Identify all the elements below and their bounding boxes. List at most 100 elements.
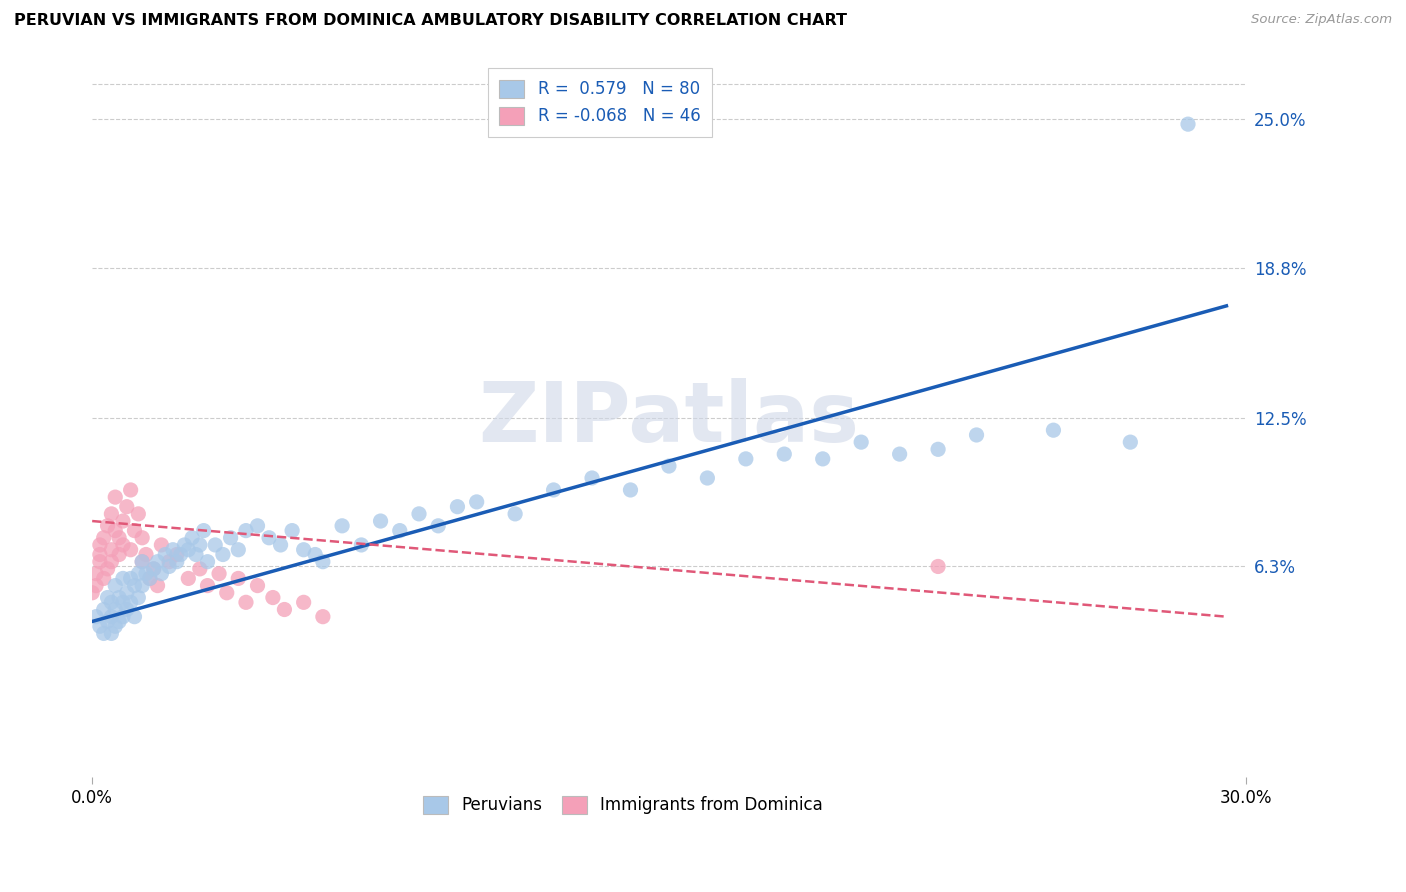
Point [108, 591, 131, 605]
Point [184, 548, 207, 562]
Point [446, 500, 468, 514]
Point [96, 562, 118, 576]
Point [312, 555, 335, 569]
Point [197, 578, 219, 592]
Point [124, 609, 146, 624]
Point [131, 578, 153, 592]
Point [111, 514, 134, 528]
Point [131, 555, 153, 569]
Point [146, 578, 169, 592]
Point [142, 562, 165, 576]
Text: Source: ZipAtlas.com: Source: ZipAtlas.com [1251, 13, 1392, 27]
Point [388, 524, 411, 538]
Point [226, 571, 249, 585]
Point [89, 538, 111, 552]
Point [851, 435, 873, 450]
Point [292, 542, 315, 557]
Point [262, 591, 284, 605]
Point [131, 555, 153, 569]
Point [135, 548, 157, 562]
Point [162, 542, 184, 557]
Point [157, 555, 180, 569]
Point [111, 595, 134, 609]
Point [93, 531, 115, 545]
Point [84, 609, 107, 624]
Point [115, 500, 138, 514]
Point [100, 595, 122, 609]
Point [581, 471, 603, 485]
Point [108, 615, 131, 629]
Point [120, 483, 142, 497]
Point [208, 566, 231, 581]
Point [408, 507, 430, 521]
Point [281, 524, 304, 538]
Point [127, 566, 149, 581]
Point [773, 447, 796, 461]
Point [131, 531, 153, 545]
Point [966, 428, 988, 442]
Point [177, 542, 200, 557]
Point [226, 542, 249, 557]
Point [543, 483, 565, 497]
Point [127, 591, 149, 605]
Point [204, 538, 226, 552]
Point [104, 524, 127, 538]
Point [503, 507, 526, 521]
Point [104, 578, 127, 592]
Point [619, 483, 641, 497]
Point [150, 566, 173, 581]
Point [111, 571, 134, 585]
Point [84, 566, 107, 581]
Point [89, 548, 111, 562]
Point [96, 518, 118, 533]
Point [120, 595, 142, 609]
Point [465, 495, 488, 509]
Point [104, 619, 127, 633]
Point [120, 542, 142, 557]
Point [139, 571, 162, 585]
Point [292, 595, 315, 609]
Point [115, 586, 138, 600]
Point [108, 548, 131, 562]
Point [273, 602, 295, 616]
Point [93, 602, 115, 616]
Point [111, 609, 134, 624]
Point [93, 626, 115, 640]
Point [166, 555, 188, 569]
Point [1119, 435, 1142, 450]
Text: PERUVIAN VS IMMIGRANTS FROM DOMINICA AMBULATORY DISABILITY CORRELATION CHART: PERUVIAN VS IMMIGRANTS FROM DOMINICA AMB… [14, 13, 846, 29]
Point [330, 518, 353, 533]
Point [100, 555, 122, 569]
Point [120, 571, 142, 585]
Point [811, 451, 834, 466]
Point [889, 447, 911, 461]
Point [177, 571, 200, 585]
Point [108, 531, 131, 545]
Point [96, 591, 118, 605]
Point [235, 524, 257, 538]
Point [193, 524, 215, 538]
Point [927, 442, 949, 457]
Point [734, 451, 756, 466]
Point [927, 559, 949, 574]
Point [139, 571, 162, 585]
Point [166, 548, 188, 562]
Point [89, 555, 111, 569]
Point [124, 524, 146, 538]
Point [312, 609, 335, 624]
Point [146, 555, 169, 569]
Point [104, 490, 127, 504]
Point [270, 538, 292, 552]
Point [93, 571, 115, 585]
Point [246, 518, 269, 533]
Point [82, 586, 104, 600]
Point [370, 514, 392, 528]
Point [100, 507, 122, 521]
Point [181, 531, 204, 545]
Point [212, 548, 235, 562]
Point [84, 578, 107, 592]
Point [96, 615, 118, 629]
Point [246, 578, 269, 592]
Point [350, 538, 373, 552]
Point [111, 538, 134, 552]
